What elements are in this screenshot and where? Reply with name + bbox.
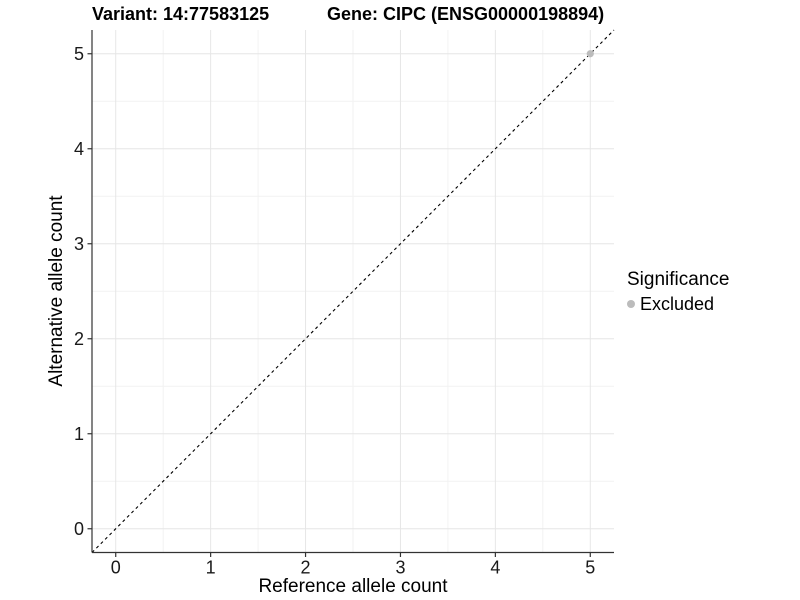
x-tick-label: 0 (111, 558, 121, 578)
x-tick-label: 3 (395, 558, 405, 578)
identity-line (91, 29, 615, 553)
x-tick-label: 1 (206, 558, 216, 578)
y-axis-title: Alternative allele count (46, 195, 67, 387)
legend-point-icon (627, 300, 635, 308)
plot-title-variant: Variant: 14:77583125 (92, 4, 270, 24)
y-tick-label: 3 (74, 234, 84, 254)
data-point (586, 50, 594, 58)
x-tick-label: 4 (490, 558, 500, 578)
x-tick-label: 5 (585, 558, 595, 578)
y-tick-label: 4 (74, 139, 84, 159)
legend-title: Significance (627, 269, 730, 290)
plot-title-gene: Gene: CIPC (ENSG00000198894) (327, 4, 605, 24)
legend-label: Excluded (640, 294, 715, 314)
x-tick-label: 2 (301, 558, 311, 578)
legend-entry: Excluded (627, 293, 729, 315)
y-tick-label: 5 (74, 44, 84, 64)
x-axis-title: Reference allele count (258, 576, 448, 597)
y-tick-label: 1 (74, 424, 84, 444)
legend: Significance Excluded (627, 268, 729, 315)
y-tick-label: 0 (74, 519, 84, 539)
y-tick-label: 2 (74, 329, 84, 349)
